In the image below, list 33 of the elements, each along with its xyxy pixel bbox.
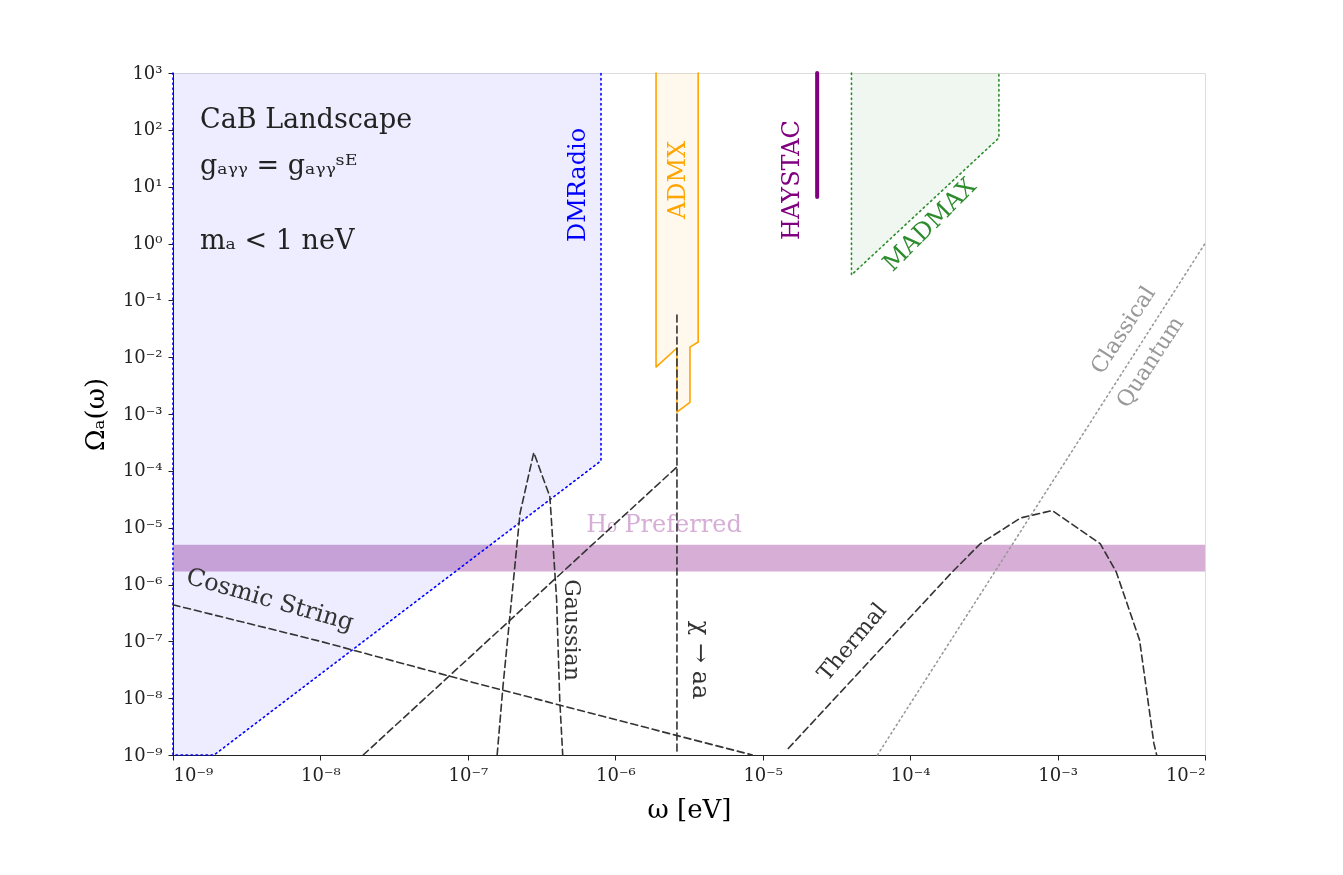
- y-tick-label: 10⁻³: [122, 402, 163, 424]
- annotation: Cosmic String: [183, 561, 358, 637]
- y-axis-title: Ωₐ(ω): [79, 377, 110, 452]
- x-tick-label: 10⁻²: [1165, 763, 1206, 785]
- annotation: gₐᵧᵧ = gₐᵧᵧˢᴱ: [200, 149, 358, 180]
- x-axis-title: ω [eV]: [647, 793, 732, 824]
- y-tick-label: 10⁻⁷: [122, 629, 163, 651]
- annotation: CaB Landscape: [200, 103, 413, 134]
- annotation: Gaussian: [560, 579, 585, 681]
- x-tick-label: 10⁻⁶: [595, 763, 636, 785]
- y-tick-label: 10¹: [132, 175, 163, 197]
- y-tick-label: 10⁻¹: [122, 288, 163, 310]
- x-tick-label: 10⁻⁵: [743, 763, 784, 785]
- band-label: H₀ Preferred: [586, 509, 742, 538]
- y-tick-label: 10²: [132, 118, 163, 140]
- y-tick-label: 10⁰: [132, 232, 163, 253]
- y-tick-label: 10⁻²: [122, 345, 163, 367]
- annotation: mₐ < 1 neV: [200, 224, 355, 255]
- y-tick-label: 10⁻⁴: [122, 459, 163, 481]
- x-tick-label: 10⁻⁷: [448, 763, 489, 785]
- x-tick-label: 10⁻⁹: [173, 763, 214, 785]
- annotation: χ → aa: [687, 620, 715, 700]
- y-tick-label: 10⁻⁶: [122, 573, 163, 594]
- x-tick-label: 10⁻⁴: [890, 763, 931, 785]
- y-tick-label: 10⁻⁵: [122, 516, 163, 538]
- x-tick-label: 10⁻³: [1038, 763, 1078, 785]
- annotation: DMRadio: [563, 127, 591, 243]
- y-tick-label: 10³: [132, 61, 163, 83]
- x-tick-label: 10⁻⁸: [301, 763, 341, 785]
- y-tick-label: 10⁻⁸: [122, 686, 163, 708]
- y-tick-label: 10⁻⁹: [122, 743, 163, 765]
- annotation: HAYSTAC: [777, 120, 805, 240]
- annotation: ADMX: [663, 140, 691, 221]
